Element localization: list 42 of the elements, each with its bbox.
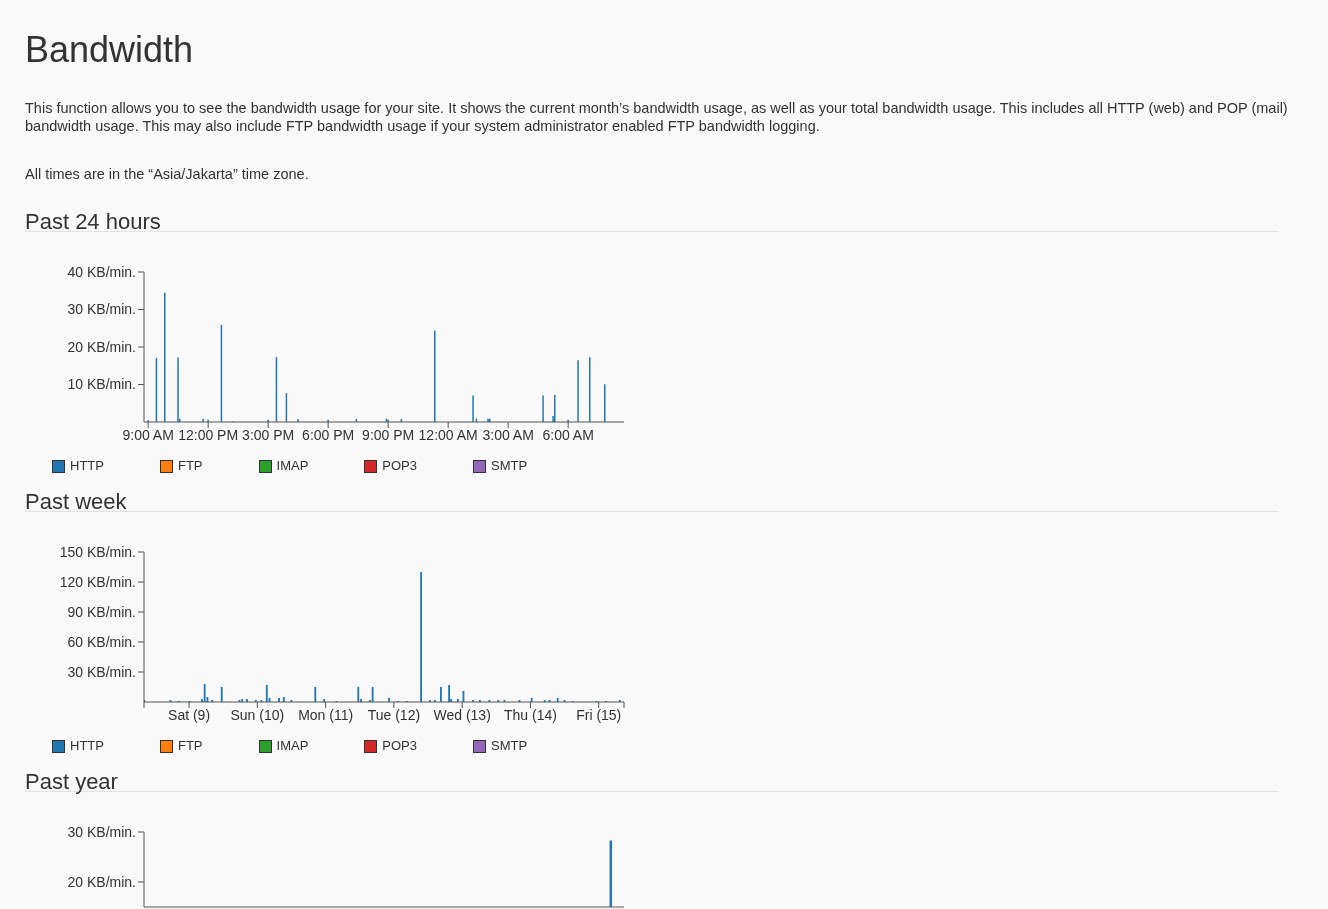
x-tick-label: 3:00 PM — [242, 426, 295, 443]
legend-label: POP3 — [382, 738, 417, 753]
x-tick-label: 9:00 AM — [122, 426, 174, 443]
x-tick-label: Sun (10) — [230, 706, 285, 723]
x-tick-label: 6:00 AM — [542, 426, 594, 443]
x-tick-label: Thu (14) — [504, 706, 557, 723]
x-tick-label: 9:00 PM — [362, 426, 415, 443]
legend-label: FTP — [177, 738, 203, 753]
legend-label: SMTP — [491, 738, 528, 753]
x-tick-label: Sat (9) — [168, 706, 211, 723]
x-tick-label: 6:00 PM — [302, 426, 355, 443]
x-tick-label: 12:00 AM — [418, 426, 478, 443]
legend-label: SMTP — [491, 458, 528, 473]
legend-label: FTP — [177, 458, 203, 473]
y-tick-label: 60 KB/min. — [67, 633, 136, 650]
x-tick-label: Tue (12) — [367, 706, 421, 723]
legend-label: IMAP — [276, 458, 309, 473]
y-tick-label: 10 KB/min. — [67, 376, 136, 393]
y-tick-label: 30 KB/min. — [67, 663, 136, 680]
y-tick-label: 20 KB/min. — [67, 873, 136, 890]
x-tick-label: 12:00 PM — [178, 426, 239, 443]
x-tick-label: Fri (15) — [576, 706, 622, 723]
legend-label: HTTP — [70, 738, 104, 753]
x-tick-label: Wed (13) — [433, 706, 491, 723]
y-tick-label: 30 KB/min. — [67, 301, 136, 318]
y-tick-label: 120 KB/min. — [59, 573, 136, 590]
y-tick-label: 30 KB/min. — [67, 823, 136, 840]
x-tick-label: Mon (11) — [298, 706, 354, 723]
chart-title: Past year — [25, 769, 118, 794]
text: Bandwidth — [25, 29, 194, 70]
legend-label: IMAP — [276, 738, 309, 753]
y-tick-label: 150 KB/min. — [59, 543, 136, 560]
y-tick-label: 20 KB/min. — [67, 338, 136, 355]
y-tick-label: 40 KB/min. — [67, 263, 136, 280]
legend-label: HTTP — [70, 458, 104, 473]
legend-label: POP3 — [382, 458, 417, 473]
x-tick-label: 3:00 AM — [482, 426, 534, 443]
y-tick-label: 90 KB/min. — [67, 603, 136, 620]
chart-title: Past week — [25, 489, 127, 514]
text: All times are in the “Asia/Jakarta” time zone. — [25, 166, 309, 182]
text: This function allows you to see the bandwidth usage for your site. It shows the current month’s bandwidth usage, as well as your total bandwidth usage. This includes all HTTP (web) and POP (mail) bandwidth usage. This may also include FTP bandwidth usage if your system administrator enabled FTP bandwidth logging. — [25, 100, 1288, 134]
chart-title: Past 24 hours — [25, 209, 161, 234]
